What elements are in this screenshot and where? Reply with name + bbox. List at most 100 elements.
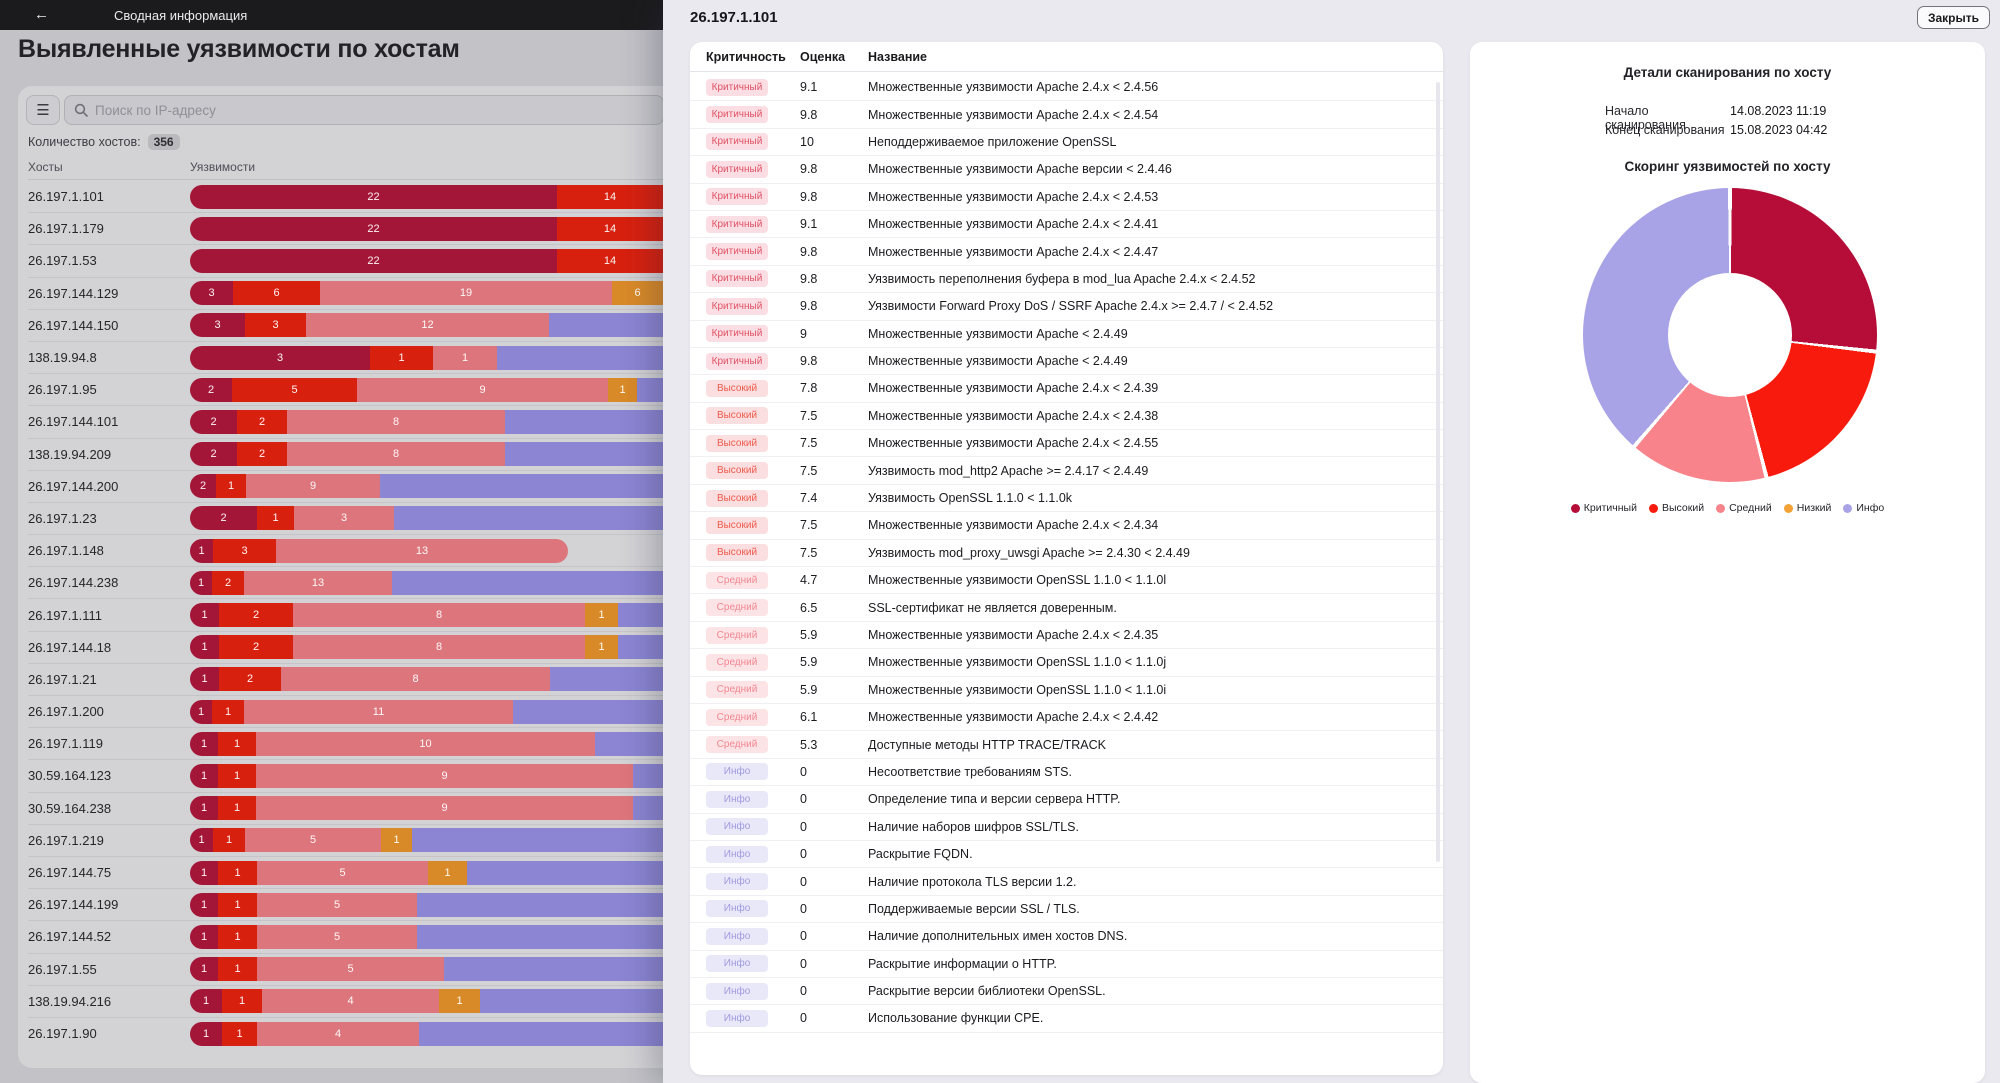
bar-segment-med: 4 [262,989,439,1014]
bar-segment-value: 13 [415,544,429,557]
severity-badge: Средний [706,736,768,754]
close-button[interactable]: Закрыть [1916,6,1990,29]
host-row[interactable]: 26.197.1.90 1 1 4 [28,1018,688,1050]
host-vuln-bar: 1 2 8 [190,667,663,692]
host-row[interactable]: 26.197.144.150 3 3 12 [28,310,688,342]
host-row[interactable]: 26.197.1.219 1 1 5 1 [28,825,688,857]
bar-segment-value: 19 [459,287,473,300]
host-details-drawer: 26.197.1.101 Закрыть Критичность Оценка … [663,0,2000,1083]
column-header-vulns: Уязвимости [190,160,256,174]
host-row[interactable]: 26.197.1.23 2 1 3 [28,503,688,536]
vuln-score: 7.5 [800,408,818,423]
host-row[interactable]: 26.197.144.238 1 2 13 [28,567,688,600]
host-row[interactable]: 26.197.1.119 1 1 10 [28,728,688,761]
host-ip: 26.197.1.90 [28,1026,97,1042]
vuln-score: 6.5 [800,600,818,615]
host-row[interactable]: 30.59.164.123 1 1 9 [28,760,688,793]
vuln-score: 7.5 [800,518,818,533]
search-input[interactable] [95,102,654,118]
bar-segment-crit: 1 [190,667,219,692]
vuln-score: 0 [800,874,807,889]
host-row[interactable]: 26.197.144.75 1 1 5 1 [28,857,688,890]
bar-segment-value: 2 [207,383,215,396]
host-row[interactable]: 26.197.144.101 2 2 8 [28,406,688,439]
vuln-score: 7.5 [800,545,818,560]
bar-segment-med: 8 [287,442,505,467]
host-ip: 26.197.1.21 [28,671,97,687]
vuln-name: Наличие протокола TLS версии 1.2. [868,874,1077,889]
host-vuln-bar: 2 2 8 [190,409,663,434]
host-ip: 26.197.144.101 [28,414,119,430]
bar-segment-value: 2 [210,415,217,428]
host-vuln-bar: 1 3 13 [190,538,568,563]
severity-badge: Критичный [706,188,768,206]
vulnerability-row: Средний 5.9 Множественные уязвимости OpenS… [690,649,1443,677]
host-row[interactable]: 26.197.1.179 22 14 [28,213,688,246]
host-row[interactable]: 26.197.144.129 3 6 19 6 [28,278,688,310]
vuln-score: 5.9 [800,682,818,697]
bar-segment-value: 1 [200,963,208,976]
bar-segment-low: 1 [585,635,618,660]
bar-segment-high: 1 [218,892,257,917]
host-row[interactable]: 26.197.1.101 22 14 [28,181,688,214]
host-row[interactable]: 26.197.1.148 1 3 13 [28,535,688,568]
bar-segment-crit: 1 [190,828,213,853]
host-row[interactable]: 26.197.144.199 1 1 5 [28,889,688,922]
vuln-name: Несоответствие требованиям STS. [868,764,1072,779]
host-row[interactable]: 26.197.1.111 1 2 8 1 [28,599,688,632]
host-row[interactable]: 138.19.94.8 3 1 1 [28,342,688,375]
host-row[interactable]: 26.197.144.18 1 2 8 1 [28,632,688,664]
host-row[interactable]: 26.197.1.200 1 1 11 [28,696,688,729]
severity-badge: Инфо [706,900,768,918]
vuln-score: 9.1 [800,217,818,232]
bar-segment-info [513,699,663,724]
table-scrollbar[interactable] [1436,82,1440,862]
bar-segment-high: 14 [557,184,663,209]
host-ip: 26.197.1.55 [28,961,97,977]
bar-segment-info [444,957,663,982]
vuln-score: 6.1 [800,710,818,725]
bar-segment-crit: 1 [190,796,218,821]
bar-segment-crit: 2 [190,474,216,499]
severity-badge: Критичный [706,297,768,315]
vuln-name: Множественные уязвимости Apache 2.4.x < … [868,408,1159,423]
vulnerability-row: Инфо 0 Раскрытие информации о HTTP. [690,951,1443,978]
vuln-score: 7.5 [800,463,818,478]
vulnerability-row: Инфо 0 Наличие наборов шифров SSL/TLS. [690,814,1443,841]
host-row[interactable]: 26.197.1.53 22 14 [28,245,688,278]
back-arrow-icon[interactable]: ← [34,6,49,23]
host-row[interactable]: 26.197.1.55 1 1 5 [28,954,688,986]
host-row[interactable]: 138.19.94.216 1 1 4 1 [28,986,688,1018]
bar-segment-med: 4 [257,1021,419,1046]
host-row[interactable]: 26.197.1.95 2 5 9 1 [28,374,688,407]
header-score: Оценка [800,49,846,64]
bar-segment-info [549,313,663,338]
vuln-name: Множественные уязвимости Apache 2.4.x < … [868,244,1159,259]
vuln-score: 0 [800,764,807,779]
host-row[interactable]: 30.59.164.238 1 1 9 [28,793,688,825]
host-row[interactable]: 26.197.1.21 1 2 8 [28,664,688,696]
vulnerability-row: Критичный 9.8 Множественные уязвимости Apa… [690,238,1443,266]
vuln-name: Множественные уязвимости Apache 2.4.x < … [868,381,1159,396]
host-vuln-bar: 1 1 10 [190,731,663,756]
bar-segment-value: 1 [234,866,241,879]
legend-dot-icon [1783,503,1793,513]
bar-segment-crit: 1 [190,989,222,1014]
bar-segment-low: 6 [612,281,663,306]
severity-badge: Средний [706,571,768,589]
header-severity: Критичность [706,49,786,64]
legend-dot-icon [1570,503,1580,513]
bar-segment-value: 3 [214,319,221,332]
vuln-name: Уязвимость OpenSSL 1.1.0 < 1.1.0k [868,491,1073,506]
host-row[interactable]: 26.197.144.52 1 1 5 [28,921,688,954]
bar-segment-value: 8 [435,609,443,622]
host-ip: 26.197.144.75 [28,865,112,881]
bar-segment-crit: 22 [190,184,557,209]
bar-segment-value: 3 [241,544,248,557]
host-row[interactable]: 138.19.94.209 2 2 8 [28,439,688,471]
host-vuln-bar: 3 6 19 6 [190,281,663,306]
vuln-score: 7.4 [800,491,818,506]
bar-segment-high: 2 [219,635,293,660]
host-row[interactable]: 26.197.144.200 2 1 9 [28,471,688,503]
list-filter-button[interactable]: ☰ [26,95,60,125]
